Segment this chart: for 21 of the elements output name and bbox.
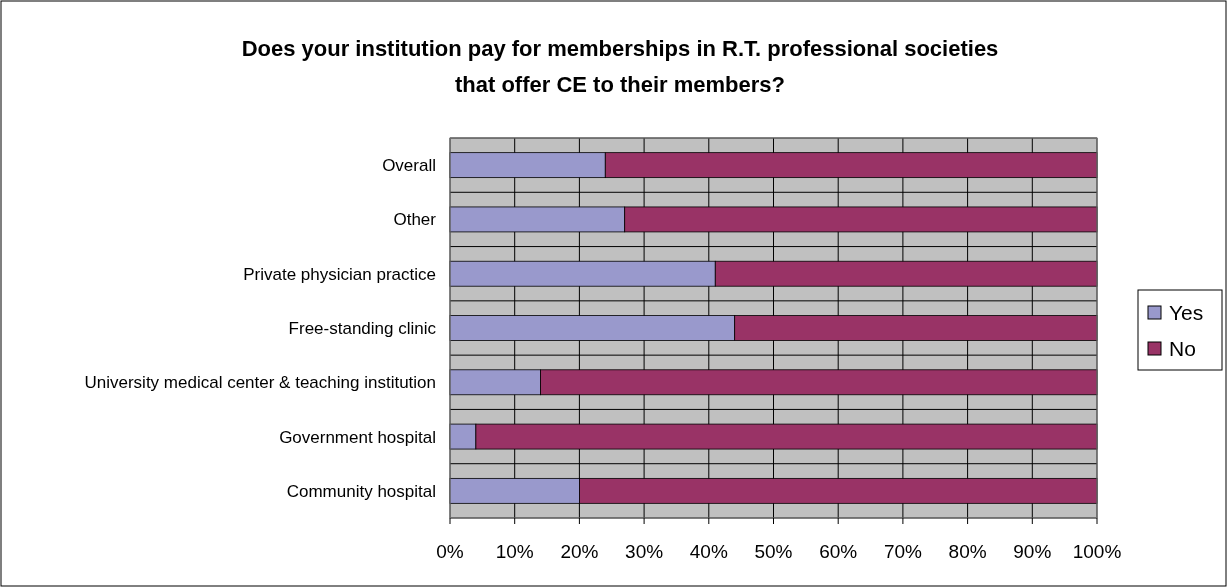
chart-title: Does your institution pay for memberships in R.T. professional societies that offer CE to their members? bbox=[241, 36, 999, 97]
y-tick-label: University medical center & teaching institution bbox=[84, 373, 436, 393]
x-tick-label: 70% bbox=[883, 541, 923, 562]
x-tick-label: 10% bbox=[495, 541, 534, 562]
x-tick-label: 60% bbox=[819, 541, 858, 562]
y-tick-label: Community hospital bbox=[286, 481, 436, 501]
y-tick-label: Free-standing clinic bbox=[288, 319, 437, 338]
legend-label: Yes bbox=[1169, 301, 1204, 324]
x-tick-label: 90% bbox=[1013, 541, 1052, 562]
x-tick-label: 100% bbox=[1072, 541, 1122, 562]
x-tick-label: 20% bbox=[560, 541, 599, 562]
y-tick-label: Overall bbox=[382, 156, 436, 176]
y-tick-label: Government hospital bbox=[279, 427, 436, 447]
x-tick-label: 40% bbox=[689, 541, 728, 562]
x-tick-label: 80% bbox=[948, 541, 987, 562]
x-tick-label: 50% bbox=[754, 541, 793, 562]
x-tick-label: 0% bbox=[436, 541, 464, 562]
x-tick-label: 30% bbox=[625, 541, 664, 562]
y-tick-label: Private physician practice bbox=[243, 264, 436, 284]
y-tick-label: Other bbox=[393, 210, 437, 230]
legend-label: No bbox=[1169, 337, 1196, 360]
